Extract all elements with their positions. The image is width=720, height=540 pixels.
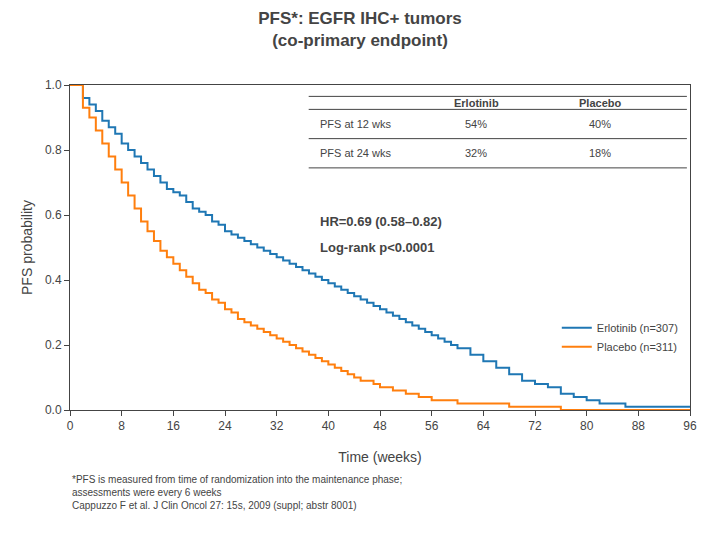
svg-text:*PFS is measured from time of: *PFS is measured from time of randomizat… (72, 474, 402, 511)
svg-text:PFS at 24 wks: PFS at 24 wks (320, 147, 391, 159)
svg-text:16: 16 (167, 419, 181, 433)
svg-text:88: 88 (632, 419, 646, 433)
svg-text:32: 32 (270, 419, 284, 433)
svg-text:Log-rank p<0.0001: Log-rank p<0.0001 (320, 240, 435, 255)
svg-text:40: 40 (322, 419, 336, 433)
svg-text:0.4: 0.4 (45, 273, 62, 287)
svg-text:56: 56 (425, 419, 439, 433)
svg-text:64: 64 (477, 419, 491, 433)
svg-text:Placebo: Placebo (579, 97, 621, 109)
svg-text:Erlotinib: Erlotinib (454, 97, 499, 109)
svg-text:Time (weeks): Time (weeks) (338, 449, 422, 465)
svg-text:72: 72 (528, 419, 542, 433)
svg-text:1.0: 1.0 (45, 78, 62, 92)
svg-text:96: 96 (683, 419, 697, 433)
svg-text:PFS*: EGFR IHC+ tumors(co-prim: PFS*: EGFR IHC+ tumors(co-primary endpoi… (258, 9, 462, 50)
svg-text:80: 80 (580, 419, 594, 433)
svg-text:32%: 32% (465, 147, 487, 159)
svg-text:40%: 40% (589, 118, 611, 130)
svg-text:18%: 18% (589, 147, 611, 159)
svg-text:HR=0.69 (0.58–0.82): HR=0.69 (0.58–0.82) (320, 214, 442, 229)
svg-text:48: 48 (373, 419, 387, 433)
svg-text:8: 8 (118, 419, 125, 433)
svg-text:PFS probability: PFS probability (19, 200, 35, 295)
svg-text:Placebo (n=311): Placebo (n=311) (597, 341, 677, 353)
svg-text:PFS at 12 wks: PFS at 12 wks (320, 118, 391, 130)
svg-text:Erlotinib (n=307): Erlotinib (n=307) (597, 322, 678, 334)
svg-text:0.6: 0.6 (45, 208, 62, 222)
svg-text:0: 0 (67, 419, 74, 433)
svg-text:54%: 54% (465, 118, 487, 130)
svg-text:24: 24 (218, 419, 232, 433)
svg-text:0.8: 0.8 (45, 143, 62, 157)
svg-text:0.0: 0.0 (45, 403, 62, 417)
svg-text:0.2: 0.2 (45, 338, 62, 352)
